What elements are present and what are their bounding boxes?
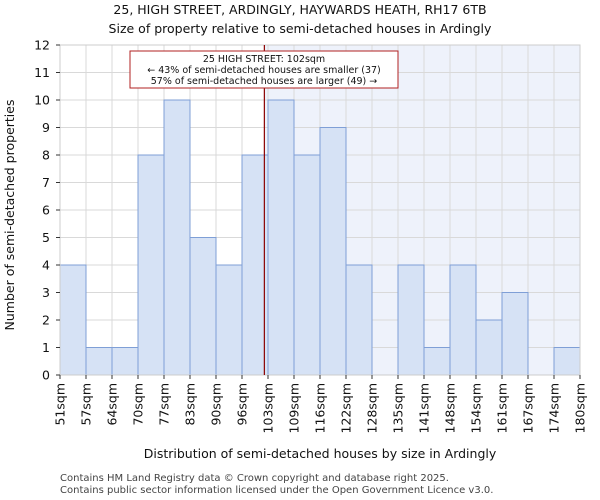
x-tick-label: 96sqm: [235, 383, 250, 426]
bar-51sqm: [59, 264, 87, 376]
x-tick-label: 141sqm: [417, 383, 432, 433]
bar-83sqm: [189, 237, 217, 376]
x-tick-label: 135sqm: [391, 383, 406, 433]
annotation-line-3: 57% of semi-detached houses are larger (…: [151, 76, 378, 87]
footer-line-2: Contains public sector information licen…: [60, 485, 493, 496]
bar-64sqm: [111, 347, 139, 376]
x-tick-label: 70sqm: [131, 383, 146, 426]
y-tick-label: 2: [42, 313, 50, 328]
y-tick-label: 4: [42, 258, 50, 273]
bar-90sqm: [215, 264, 243, 376]
bar-77sqm: [163, 99, 191, 376]
y-tick-label: 0: [42, 368, 50, 383]
y-axis-label: Number of semi-detached properties: [2, 100, 17, 331]
x-tick-label: 77sqm: [157, 383, 172, 426]
x-axis-ticks: 51sqm 57sqm 64sqm 70sqm 77sqm 83sqm 90sqm 96sqm…: [53, 375, 588, 433]
y-tick-label: 1: [42, 340, 50, 355]
bar-148sqm: [449, 264, 477, 376]
y-tick-label: 7: [42, 175, 50, 190]
bar-141sqm: [423, 347, 451, 376]
x-tick-label: 167sqm: [521, 383, 536, 433]
bar-103sqm: [267, 99, 295, 376]
y-tick-label: 5: [42, 230, 50, 245]
y-tick-label: 12: [34, 38, 50, 53]
bar-57sqm: [85, 347, 113, 376]
y-tick-label: 8: [42, 148, 50, 163]
bar-135sqm: [397, 264, 425, 376]
footer-line-1: Contains HM Land Registry data © Crown c…: [60, 473, 449, 484]
y-tick-label: 3: [42, 285, 50, 300]
x-tick-label: 51sqm: [53, 383, 68, 426]
x-tick-label: 174sqm: [547, 383, 562, 433]
plot-area: 25 HIGH STREET: 102sqm ← 43% of semi-det…: [59, 44, 581, 376]
annotation-line-2: ← 43% of semi-detached houses are smalle…: [147, 65, 381, 76]
bar-154sqm: [475, 319, 503, 376]
y-tick-label: 9: [42, 120, 50, 135]
chart-subtitle: Size of property relative to semi-detach…: [109, 21, 492, 36]
y-tick-label: 10: [34, 93, 50, 108]
x-tick-label: 128sqm: [365, 383, 380, 433]
bars: [59, 99, 581, 376]
y-tick-label: 6: [42, 203, 50, 218]
chart-title: 25, HIGH STREET, ARDINGLY, HAYWARDS HEAT…: [113, 2, 486, 17]
x-tick-label: 148sqm: [443, 383, 458, 433]
x-tick-label: 116sqm: [313, 383, 328, 433]
bar-109sqm: [293, 154, 321, 376]
annotation-box: 25 HIGH STREET: 102sqm ← 43% of semi-det…: [129, 50, 399, 89]
annotation-line-1: 25 HIGH STREET: 102sqm: [203, 54, 325, 65]
x-tick-label: 154sqm: [469, 383, 484, 433]
bar-174sqm: [553, 347, 581, 376]
x-tick-label: 161sqm: [495, 383, 510, 433]
x-tick-label: 109sqm: [287, 383, 302, 433]
x-tick-label: 90sqm: [209, 383, 224, 426]
bar-122sqm: [345, 264, 373, 376]
annotation-frame: [129, 50, 399, 89]
bar-116sqm: [319, 127, 347, 376]
x-axis-label: Distribution of semi-detached houses by …: [144, 446, 497, 461]
bar-161sqm: [501, 292, 529, 376]
bar-96sqm: [241, 154, 269, 376]
x-tick-label: 83sqm: [183, 383, 198, 426]
y-tick-label: 11: [34, 65, 50, 80]
x-tick-label: 180sqm: [573, 383, 588, 433]
x-tick-label: 64sqm: [105, 383, 120, 426]
bar-70sqm: [137, 154, 165, 376]
x-tick-label: 103sqm: [261, 383, 276, 433]
x-tick-label: 57sqm: [79, 383, 94, 426]
x-tick-label: 122sqm: [339, 383, 354, 433]
